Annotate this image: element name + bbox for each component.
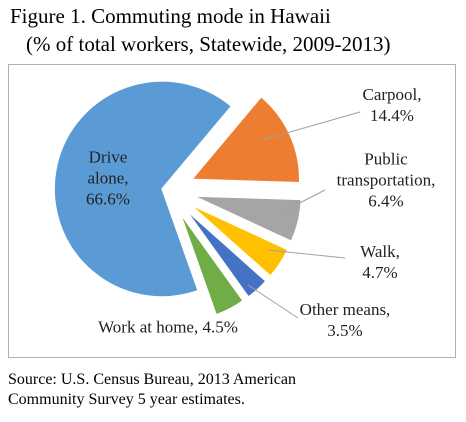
- value-label: 66.6%: [86, 189, 130, 209]
- source-note: Source: U.S. Census Bureau, 2013 America…: [8, 371, 296, 408]
- slice-label: Work at home, 4.5%: [68, 317, 268, 338]
- value-label: 4.7%: [362, 263, 398, 282]
- pie-slice: [53, 80, 233, 298]
- value-label: 14.4%: [370, 106, 414, 125]
- chart-subtitle: (% of total workers, Statewide, 2009-201…: [26, 32, 391, 56]
- slice-label: Public transportation, 6.4%: [326, 149, 446, 212]
- category-label: Other means,: [299, 300, 391, 319]
- leader-line: [247, 284, 299, 319]
- pie-slice: [184, 208, 268, 299]
- category-label: Public transportation,: [336, 149, 436, 190]
- leader-line: [261, 111, 361, 141]
- slice-label: Walk, 4.7%: [340, 241, 420, 283]
- category-label: Work at home,: [98, 317, 199, 337]
- slice-label: Carpool, 14.4%: [347, 84, 437, 126]
- leader-line: [281, 189, 326, 213]
- slice-label: Drive alone, 66.6%: [78, 147, 138, 210]
- value-label: 3.5%: [327, 321, 363, 340]
- category-label: Walk,: [360, 242, 400, 261]
- category-label: Drive alone,: [87, 147, 129, 188]
- category-label: Carpool,: [362, 85, 422, 104]
- chart-title: Figure 1. Commuting mode in Hawaii: [10, 4, 331, 28]
- chart-frame: [8, 64, 456, 358]
- pie-slice: [179, 212, 245, 316]
- value-label: 6.4%: [368, 191, 404, 211]
- pie-slice: [190, 95, 301, 184]
- pie-slice: [189, 203, 289, 278]
- value-label: 4.5%: [202, 317, 238, 337]
- leader-line: [267, 249, 346, 259]
- slice-label: Other means, 3.5%: [285, 299, 405, 341]
- pie-slice: [192, 195, 303, 243]
